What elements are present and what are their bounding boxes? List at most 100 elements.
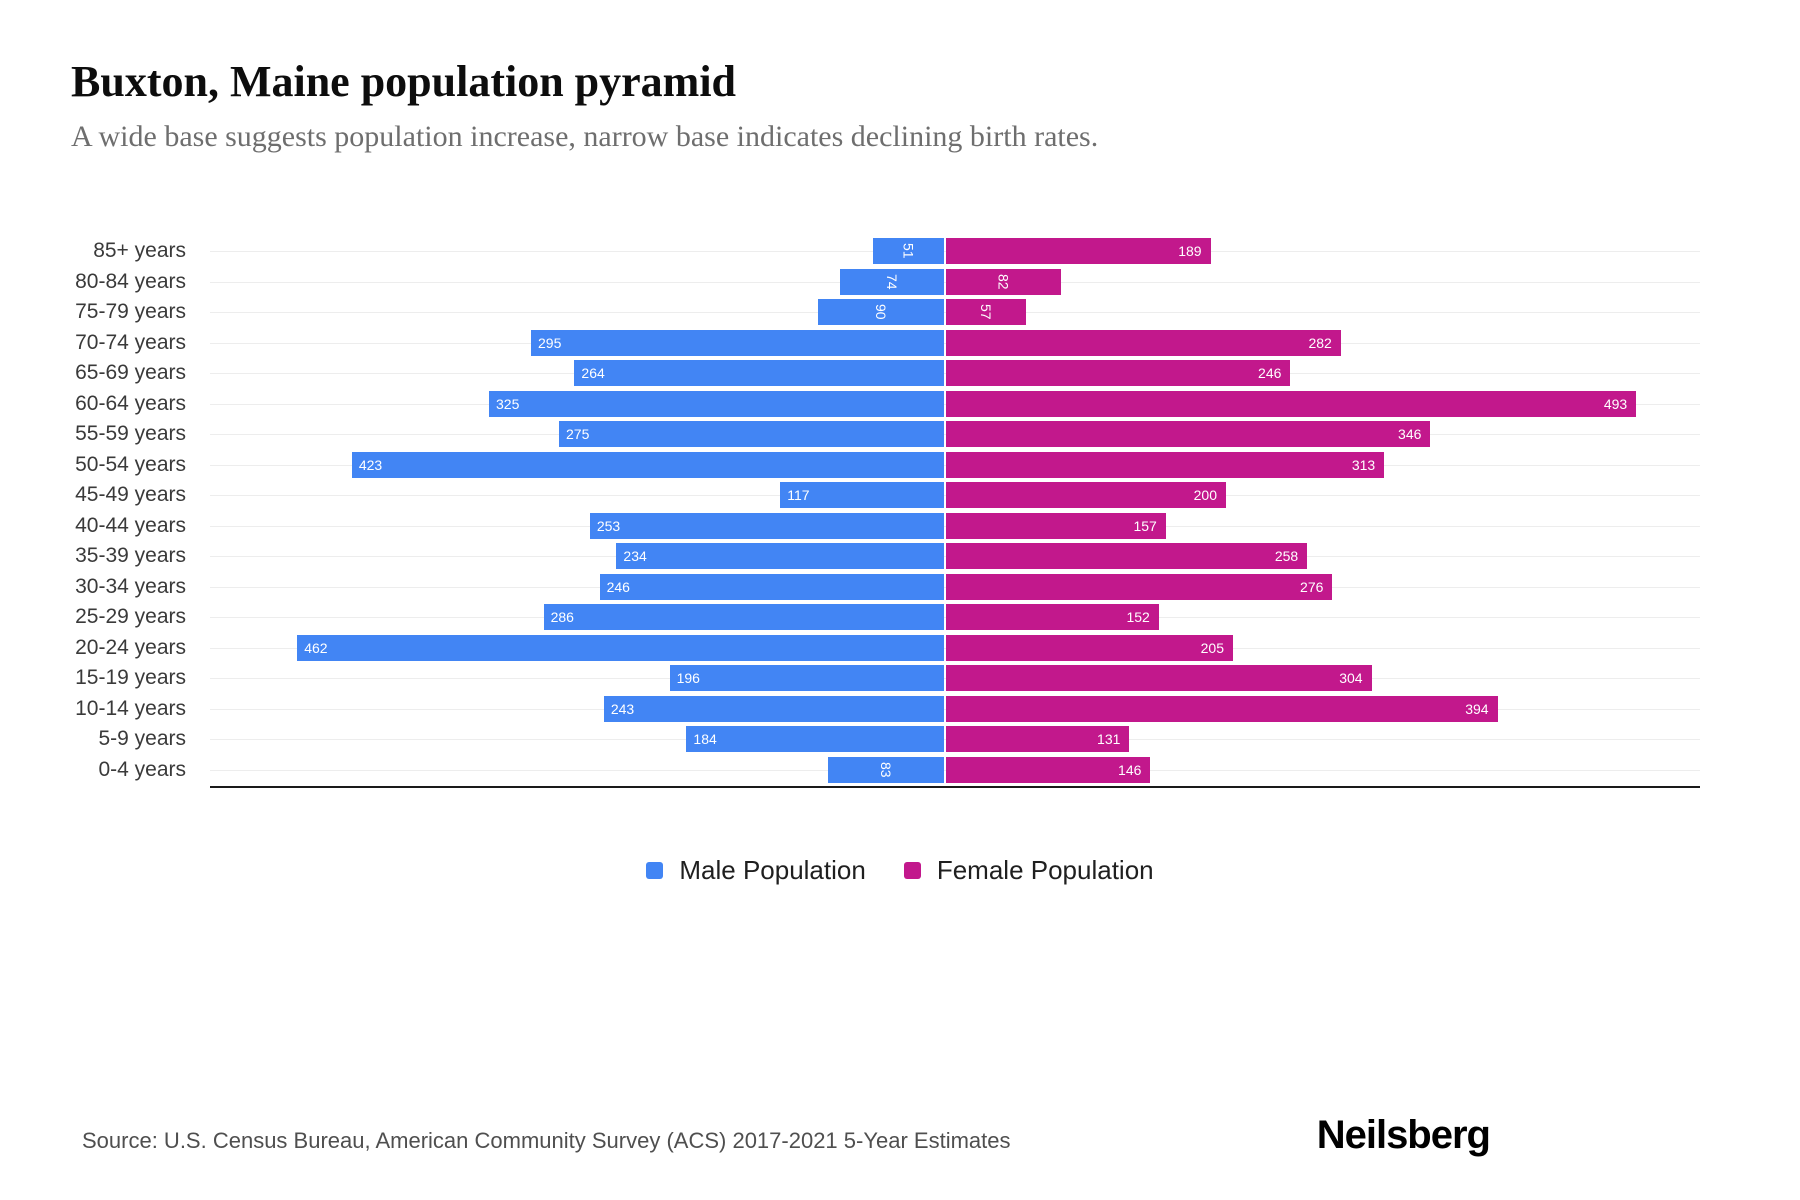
male-bar: 325: [489, 390, 944, 417]
male-bar: 117: [780, 482, 944, 509]
male-bar: 234: [616, 543, 944, 570]
pyramid-row: 0-4 years 83 146: [0, 755, 1700, 786]
population-pyramid-chart: 85+ years 51 189 80-84 years 74 82 75-79 years…: [0, 236, 1700, 788]
bar-value-label: 394: [1465, 700, 1489, 717]
male-bar: 246: [599, 573, 944, 600]
bar-value-label: 205: [1200, 639, 1224, 656]
bar-value-label: 196: [676, 670, 700, 687]
bar-value-label: 275: [566, 426, 590, 443]
male-bar: 423: [351, 451, 944, 478]
bar-value-label: 146: [1118, 761, 1142, 778]
bar-value-label: 131: [1097, 731, 1121, 748]
female-bar: 131: [946, 726, 1130, 753]
y-axis-label: 40-44 years: [75, 513, 186, 537]
bar-value-label: 246: [606, 578, 630, 595]
bar-value-label: 184: [693, 731, 717, 748]
pyramid-row: 55-59 years 275 346: [0, 419, 1700, 450]
pyramid-row: 75-79 years 90 57: [0, 297, 1700, 328]
male-bar: 51: [872, 238, 944, 265]
y-axis-label: 65-69 years: [75, 361, 186, 385]
female-bar: 146: [946, 756, 1151, 783]
female-bar: 82: [946, 268, 1061, 295]
female-bar: 276: [946, 573, 1333, 600]
pyramid-row: 80-84 years 74 82: [0, 267, 1700, 298]
female-bar: 205: [946, 634, 1233, 661]
female-bar: 304: [946, 665, 1372, 692]
y-axis-label: 80-84 years: [75, 269, 186, 293]
pyramid-row: 50-54 years 423 313: [0, 450, 1700, 481]
bar-value-label: 304: [1339, 670, 1363, 687]
male-bar: 83: [827, 756, 944, 783]
bar-value-label: 51: [900, 243, 917, 260]
y-axis-label: 10-14 years: [75, 696, 186, 720]
male-bar: 90: [818, 299, 944, 326]
male-bar: 196: [669, 665, 944, 692]
bar-value-label: 157: [1133, 517, 1157, 534]
male-bar: 286: [543, 604, 944, 631]
pyramid-row: 25-29 years 286 152: [0, 602, 1700, 633]
y-axis-label: 25-29 years: [75, 605, 186, 629]
y-axis-label: 55-59 years: [75, 422, 186, 446]
male-legend-swatch: [646, 862, 664, 879]
bar-value-label: 295: [538, 334, 562, 351]
female-bar: 493: [946, 390, 1637, 417]
bar-value-label: 286: [550, 609, 574, 626]
female-bar: 246: [946, 360, 1291, 387]
bar-value-label: 83: [877, 761, 894, 778]
bar-value-label: 264: [581, 365, 605, 382]
female-bar: 282: [946, 329, 1341, 356]
male-bar: 243: [603, 695, 944, 722]
pyramid-row: 15-19 years 196 304: [0, 663, 1700, 694]
bar-value-label: 74: [884, 273, 901, 290]
bar-value-label: 200: [1193, 487, 1217, 504]
page-subtitle: A wide base suggests population increase…: [71, 120, 1099, 153]
bar-value-label: 234: [623, 548, 647, 565]
y-axis-label: 70-74 years: [75, 330, 186, 354]
pyramid-row: 30-34 years 246 276: [0, 572, 1700, 603]
female-bar: 313: [946, 451, 1385, 478]
bar-value-label: 282: [1308, 334, 1332, 351]
bar-value-label: 117: [787, 487, 810, 504]
y-axis-label: 50-54 years: [75, 452, 186, 476]
bar-value-label: 152: [1126, 609, 1150, 626]
y-axis-label: 45-49 years: [75, 483, 186, 507]
bar-value-label: 258: [1274, 548, 1299, 565]
bar-value-label: 246: [1258, 365, 1282, 382]
pyramid-row: 65-69 years 264 246: [0, 358, 1700, 389]
bar-value-label: 346: [1398, 426, 1422, 443]
page-title: Buxton, Maine population pyramid: [71, 57, 737, 106]
bar-value-label: 462: [304, 639, 328, 656]
y-axis-label: 30-34 years: [75, 574, 186, 598]
bar-value-label: 493: [1603, 395, 1628, 412]
female-bar: 200: [946, 482, 1226, 509]
male-bar: 264: [574, 360, 944, 387]
pyramid-row: 60-64 years 325 493: [0, 389, 1700, 420]
male-bar: 253: [589, 512, 944, 539]
pyramid-row: 85+ years 51 189: [0, 236, 1700, 267]
male-bar: 74: [840, 268, 944, 295]
y-axis-label: 85+ years: [93, 239, 186, 263]
male-bar: 184: [686, 726, 944, 753]
pyramid-row: 35-39 years 234 258: [0, 541, 1700, 572]
female-legend-label: Female Population: [936, 855, 1154, 885]
pyramid-row: 45-49 years 117 200: [0, 480, 1700, 511]
female-legend-swatch: [903, 862, 921, 879]
female-bar: 258: [946, 543, 1308, 570]
legend-item-female: Female Population: [903, 855, 1154, 886]
bar-value-label: 82: [995, 273, 1012, 290]
legend: Male Population Female Population: [0, 855, 1800, 886]
female-bar: 57: [946, 299, 1026, 326]
bar-value-label: 90: [873, 304, 889, 321]
x-axis-line: [210, 786, 1700, 788]
female-bar: 152: [946, 604, 1159, 631]
legend-item-male: Male Population: [646, 855, 866, 886]
y-axis-label: 15-19 years: [75, 666, 186, 690]
pyramid-row: 70-74 years 295 282: [0, 328, 1700, 359]
male-bar: 295: [531, 329, 944, 356]
y-axis-label: 20-24 years: [75, 635, 186, 659]
y-axis-label: 5-9 years: [98, 727, 186, 751]
female-bar: 157: [946, 512, 1166, 539]
pyramid-row: 40-44 years 253 157: [0, 511, 1700, 542]
bar-value-label: 325: [496, 395, 520, 412]
